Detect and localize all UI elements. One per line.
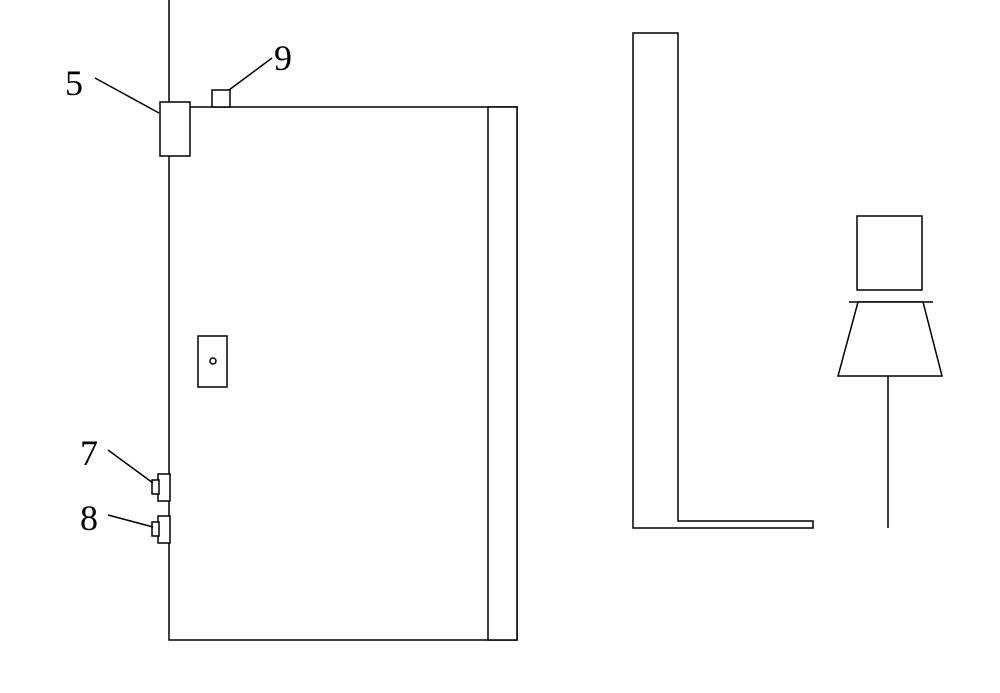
l-shape <box>633 33 813 528</box>
component-7-outer <box>158 474 170 501</box>
diagram-stage: 5 9 7 8 <box>0 0 1000 688</box>
component-5-box <box>160 102 190 156</box>
component-9-box <box>212 90 230 107</box>
lamp-head <box>857 216 922 290</box>
leader-c7 <box>108 450 153 483</box>
component-8-inner <box>152 522 159 536</box>
diagram-svg <box>0 0 1000 688</box>
callout-7-label: 7 <box>80 435 98 471</box>
leader-c8 <box>108 515 153 527</box>
cabinet-right-bar <box>488 107 517 640</box>
component-7-inner <box>152 480 159 494</box>
callout-8-label: 8 <box>80 500 98 536</box>
handle-plate <box>198 336 227 387</box>
leader-c5 <box>95 78 159 113</box>
component-8-outer <box>158 516 170 543</box>
callout-9-label: 9 <box>274 40 292 76</box>
leader-c9 <box>229 58 272 90</box>
lamp-shade <box>838 302 942 376</box>
callout-5-label: 5 <box>65 65 83 101</box>
